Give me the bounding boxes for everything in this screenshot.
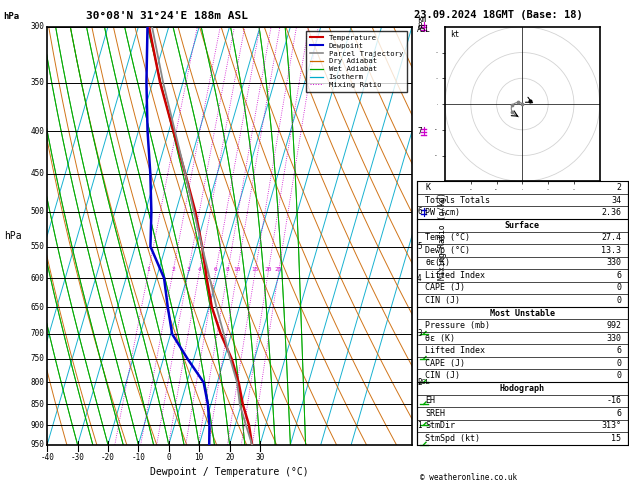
Text: 1: 1	[147, 267, 150, 272]
Text: 23.09.2024 18GMT (Base: 18): 23.09.2024 18GMT (Base: 18)	[414, 10, 582, 20]
Text: 2.36: 2.36	[601, 208, 621, 217]
Point	[508, 102, 518, 109]
Text: 330: 330	[606, 259, 621, 267]
Text: ASL: ASL	[417, 25, 431, 34]
Text: K: K	[425, 183, 430, 192]
Text: θε(K): θε(K)	[425, 259, 450, 267]
Text: 4: 4	[198, 267, 201, 272]
Text: 13.3: 13.3	[601, 246, 621, 255]
Text: 900: 900	[30, 420, 44, 430]
Text: SREH: SREH	[425, 409, 445, 418]
Text: 500: 500	[30, 208, 44, 216]
Text: 313°: 313°	[601, 421, 621, 431]
Text: Surface: Surface	[505, 221, 540, 230]
Text: 15: 15	[252, 267, 259, 272]
Text: CIN (J): CIN (J)	[425, 296, 460, 305]
Text: Temp (°C): Temp (°C)	[425, 233, 470, 243]
Legend: Temperature, Dewpoint, Parcel Trajectory, Dry Adiabat, Wet Adiabat, Isotherm, Mi: Temperature, Dewpoint, Parcel Trajectory…	[306, 31, 406, 92]
Text: 3: 3	[417, 330, 421, 338]
Text: 2: 2	[616, 183, 621, 192]
Text: 30°08'N 31°24'E 188m ASL: 30°08'N 31°24'E 188m ASL	[86, 11, 248, 21]
Text: 20: 20	[264, 267, 272, 272]
Text: hPa: hPa	[4, 231, 21, 241]
Point	[517, 100, 527, 108]
Text: Dewpoint / Temperature (°C): Dewpoint / Temperature (°C)	[150, 467, 309, 477]
Text: Totals Totals: Totals Totals	[425, 196, 491, 205]
Text: 8: 8	[417, 22, 421, 31]
Text: CAPE (J): CAPE (J)	[425, 359, 465, 368]
Text: 650: 650	[30, 303, 44, 312]
Text: 15: 15	[611, 434, 621, 443]
Text: CIN (J): CIN (J)	[425, 371, 460, 380]
Text: 25: 25	[275, 267, 282, 272]
Text: 2: 2	[171, 267, 175, 272]
Text: 0: 0	[616, 296, 621, 305]
Text: 6: 6	[616, 409, 621, 418]
Text: 600: 600	[30, 274, 44, 282]
Text: 400: 400	[30, 126, 44, 136]
Text: 350: 350	[30, 78, 44, 87]
Text: © weatheronline.co.uk: © weatheronline.co.uk	[420, 473, 517, 482]
Text: 992: 992	[606, 321, 621, 330]
Text: 0: 0	[167, 453, 171, 463]
Text: 800: 800	[30, 378, 44, 387]
Point	[507, 108, 517, 116]
Text: -16: -16	[606, 396, 621, 405]
Text: LCL: LCL	[417, 380, 430, 385]
Text: 330: 330	[606, 333, 621, 343]
Text: 34: 34	[611, 196, 621, 205]
Text: StmSpd (kt): StmSpd (kt)	[425, 434, 481, 443]
Text: 700: 700	[30, 330, 44, 338]
Text: 27.4: 27.4	[601, 233, 621, 243]
Text: 6: 6	[616, 271, 621, 280]
Text: 4: 4	[417, 274, 421, 282]
Text: Pressure (mb): Pressure (mb)	[425, 321, 491, 330]
Text: 30: 30	[255, 453, 265, 463]
Text: 2: 2	[417, 378, 421, 387]
Text: 0: 0	[616, 283, 621, 293]
Text: 950: 950	[30, 440, 44, 449]
Text: Most Unstable: Most Unstable	[490, 309, 555, 317]
Text: 450: 450	[30, 169, 44, 178]
Text: 0: 0	[616, 371, 621, 380]
Text: 850: 850	[30, 400, 44, 409]
Text: Dewp (°C): Dewp (°C)	[425, 246, 470, 255]
Text: EH: EH	[425, 396, 435, 405]
Text: 750: 750	[30, 354, 44, 364]
Point	[513, 99, 523, 106]
Text: 6: 6	[616, 346, 621, 355]
Text: 10: 10	[233, 267, 241, 272]
Text: 3: 3	[186, 267, 190, 272]
Text: 7: 7	[417, 126, 421, 136]
Text: 10: 10	[194, 453, 204, 463]
Text: 5: 5	[417, 242, 421, 251]
Text: 20: 20	[225, 453, 234, 463]
Text: -40: -40	[40, 453, 54, 463]
Text: 8: 8	[226, 267, 230, 272]
Text: 550: 550	[30, 242, 44, 251]
Text: 6: 6	[214, 267, 218, 272]
Text: 6: 6	[417, 208, 421, 216]
Text: -30: -30	[70, 453, 84, 463]
Text: PW (cm): PW (cm)	[425, 208, 460, 217]
Text: θε (K): θε (K)	[425, 333, 455, 343]
Text: 0: 0	[616, 359, 621, 368]
Text: Hodograph: Hodograph	[500, 384, 545, 393]
Text: CAPE (J): CAPE (J)	[425, 283, 465, 293]
Text: Lifted Index: Lifted Index	[425, 271, 486, 280]
Text: 1: 1	[417, 420, 421, 430]
Text: StmDir: StmDir	[425, 421, 455, 431]
Text: Lifted Index: Lifted Index	[425, 346, 486, 355]
Text: -10: -10	[131, 453, 145, 463]
Text: Mixing Ratio (g/kg): Mixing Ratio (g/kg)	[438, 192, 447, 279]
Text: hPa: hPa	[3, 12, 19, 21]
Text: km: km	[417, 15, 426, 24]
Text: -20: -20	[101, 453, 115, 463]
Text: 300: 300	[30, 22, 44, 31]
Text: kt: kt	[450, 30, 459, 39]
